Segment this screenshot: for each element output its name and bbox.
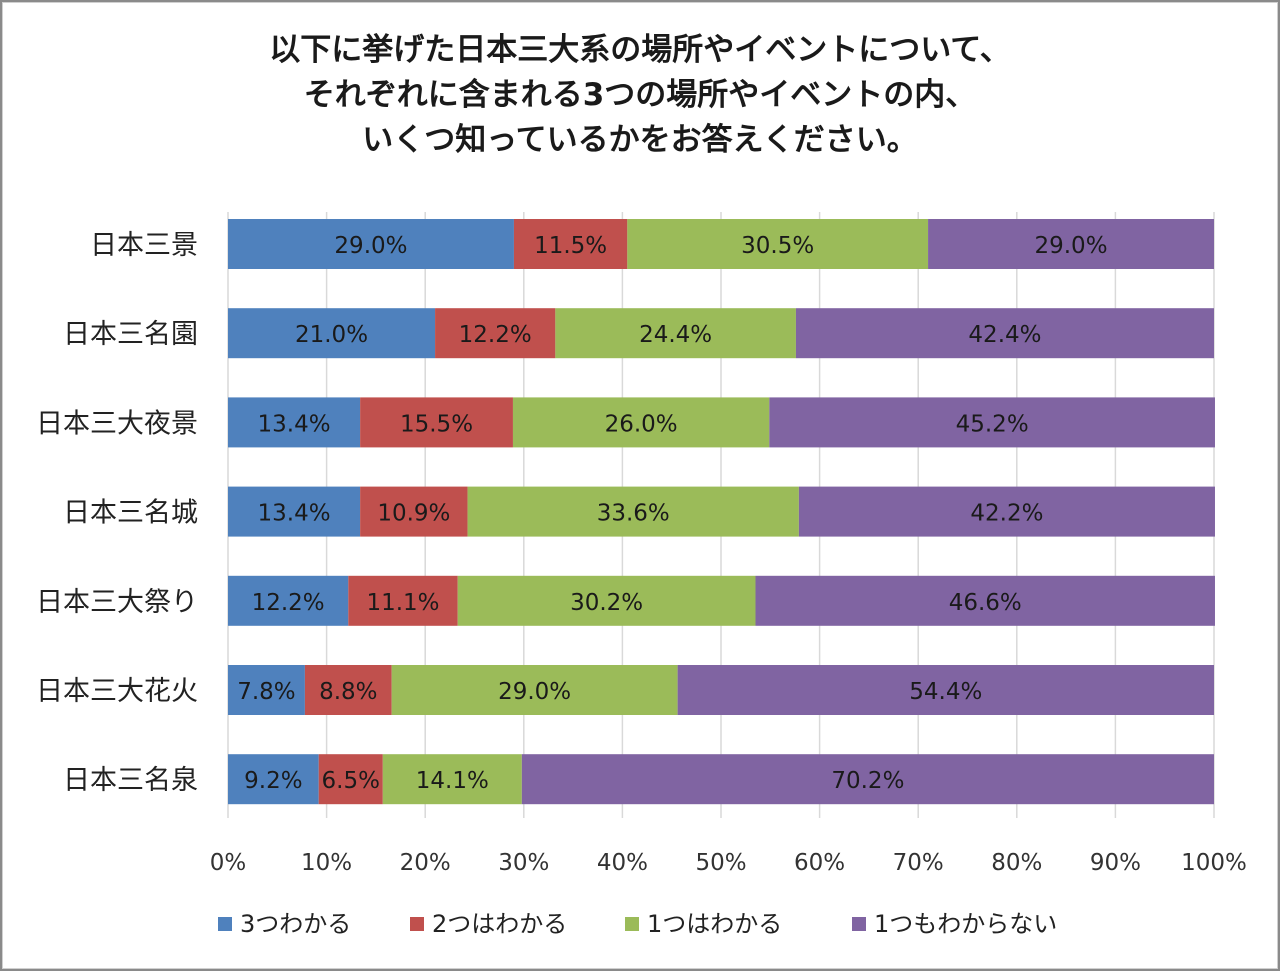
data-label: 15.5%: [400, 411, 473, 437]
legend-label: 2つはわかる: [432, 910, 567, 938]
bar-segment: [769, 397, 1215, 448]
bar-segment: [391, 665, 678, 715]
bar-segment: [360, 397, 513, 448]
category-label: 日本三大祭り: [36, 587, 198, 618]
category-label: 日本三名園: [63, 319, 198, 350]
data-label: 8.8%: [319, 679, 377, 705]
category-label: 日本三大花火: [36, 676, 198, 707]
data-label: 13.4%: [258, 501, 331, 527]
bar-segment: [627, 219, 929, 269]
category-label: 日本三景: [90, 230, 198, 261]
bar-segment: [318, 754, 383, 805]
data-label: 24.4%: [639, 322, 712, 348]
bar-segment: [228, 754, 319, 805]
bar-segment: [521, 754, 1214, 805]
bar-segment: [228, 486, 361, 537]
bar-segment: [513, 219, 628, 269]
x-tick-label: 20%: [400, 850, 451, 876]
data-label: 11.5%: [534, 233, 607, 259]
data-label: 14.1%: [416, 768, 489, 794]
category-label: 日本三名城: [63, 498, 198, 529]
bar-segment: [795, 308, 1214, 359]
legend-label: 3つわかる: [240, 910, 351, 938]
data-label: 29.0%: [1034, 233, 1107, 259]
legend-swatch: [852, 917, 866, 931]
legend-swatch: [410, 917, 424, 931]
bar-segment: [228, 665, 305, 715]
data-label: 33.6%: [597, 501, 670, 527]
legend-item: 3つわかる: [218, 910, 351, 938]
bar-segment: [798, 486, 1215, 537]
bar-segment: [928, 219, 1214, 269]
bar-segment: [228, 397, 361, 448]
data-label: 70.2%: [831, 768, 904, 794]
legend: 3つわかる 2つはわかる 1つはわかる 1つもわからない: [218, 910, 1057, 938]
data-labels: 29.0% 11.5% 30.5% 29.0% 21.0% 12.2% 24.4% 42.4%…: [237, 233, 1107, 794]
data-label: 26.0%: [605, 411, 678, 437]
chart-title-line-2: それぞれに含まれる3つの場所やイベントの内、: [303, 77, 977, 113]
data-label: 29.0%: [498, 679, 571, 705]
x-tick-label: 80%: [991, 850, 1042, 876]
bar-segment: [755, 575, 1215, 626]
data-label: 42.4%: [968, 322, 1041, 348]
category-label: 日本三大夜景: [36, 408, 198, 439]
bar-segment: [348, 575, 458, 626]
legend-swatch: [218, 917, 232, 931]
data-label: 54.4%: [909, 679, 982, 705]
chart-title: 以下に挙げた日本三大系の場所やイベントについて、 それぞれに含まれる3つの場所や…: [0, 28, 1280, 163]
x-tick-label: 60%: [794, 850, 845, 876]
bar-segment: [457, 575, 756, 626]
legend-swatch: [625, 917, 639, 931]
data-label: 30.2%: [570, 590, 643, 616]
bar-segment: [555, 308, 796, 359]
bar-segment: [435, 308, 556, 359]
legend-item: 1つもわからない: [852, 910, 1057, 938]
x-tick-label: 70%: [893, 850, 944, 876]
chart-title-line-3: いくつ知っているかをお答えください。: [362, 122, 918, 158]
x-tick-label: 40%: [597, 850, 648, 876]
bar-segment: [467, 486, 799, 537]
x-tick-label: 0%: [210, 850, 247, 876]
x-tick-label: 10%: [301, 850, 352, 876]
data-label: 21.0%: [295, 322, 368, 348]
data-label: 6.5%: [322, 768, 380, 794]
data-label: 12.2%: [459, 322, 532, 348]
bar-segment: [304, 665, 392, 715]
x-tick-label: 90%: [1090, 850, 1141, 876]
x-tick-label: 50%: [695, 850, 746, 876]
bar-segment: [228, 219, 514, 269]
x-tick-label: 100%: [1181, 850, 1247, 876]
data-label: 46.6%: [949, 590, 1022, 616]
category-label: 日本三名泉: [63, 765, 198, 796]
bars: [228, 219, 1215, 805]
x-axis-ticks: 0% 10% 20% 30% 40% 50% 60% 70% 80% 90% 100%: [210, 850, 1247, 876]
bar-segment: [228, 575, 349, 626]
data-label: 11.1%: [366, 590, 439, 616]
bar-segment: [382, 754, 522, 805]
data-label: 45.2%: [956, 411, 1029, 437]
data-label: 13.4%: [258, 411, 331, 437]
bar-segment: [512, 397, 770, 448]
legend-item: 1つはわかる: [625, 910, 782, 938]
legend-item: 2つはわかる: [410, 910, 567, 938]
data-label: 42.2%: [970, 501, 1043, 527]
bar-segment: [228, 308, 436, 359]
chart-title-line-1: 以下に挙げた日本三大系の場所やイベントについて、: [269, 32, 1011, 68]
bar-segment: [677, 665, 1214, 715]
data-label: 10.9%: [377, 501, 450, 527]
data-label: 7.8%: [237, 679, 295, 705]
data-label: 30.5%: [741, 233, 814, 259]
data-label: 12.2%: [252, 590, 325, 616]
bar-segment: [360, 486, 468, 537]
legend-label: 1つもわからない: [874, 910, 1057, 938]
data-label: 9.2%: [244, 768, 302, 794]
x-tick-label: 30%: [498, 850, 549, 876]
data-label: 29.0%: [334, 233, 407, 259]
legend-label: 1つはわかる: [647, 910, 782, 938]
